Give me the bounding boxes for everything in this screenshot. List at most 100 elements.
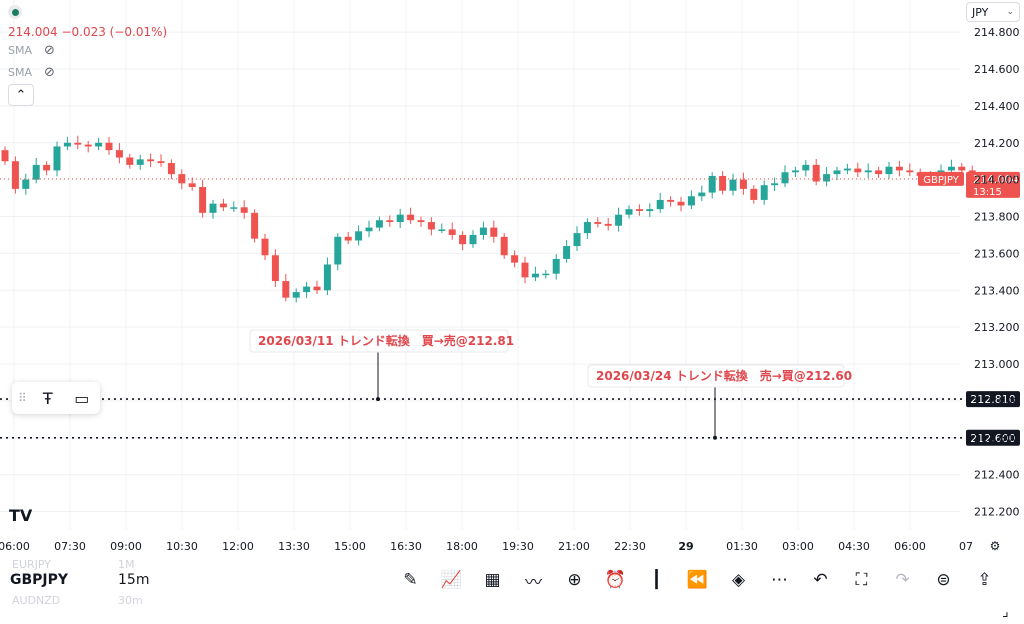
legend-price-line: 214.004 −0.023 (−0.01%) bbox=[8, 25, 167, 39]
eye-off-icon[interactable]: ⊘ bbox=[44, 64, 55, 80]
candle-body bbox=[355, 231, 363, 241]
chart-grid bbox=[0, 0, 960, 530]
chevron-up-icon: ⌃ bbox=[15, 87, 27, 103]
symbol-badge-label: GBPJPY bbox=[923, 175, 959, 186]
candles-icon[interactable]: ┃ bbox=[651, 570, 662, 590]
candle-body bbox=[802, 164, 810, 171]
time-tick-label: 18:00 bbox=[446, 540, 478, 553]
candle-body bbox=[635, 209, 643, 211]
candle-body bbox=[407, 214, 415, 221]
price-tick-label: 212.200 bbox=[974, 506, 1020, 519]
candle-body bbox=[615, 214, 623, 226]
candle-body bbox=[313, 286, 321, 291]
candle-body bbox=[292, 292, 300, 298]
tools-row: ✎ 📈 ▦ 〰 ⊕ ⏰ ┃ ⏪ ◈ ⋯ ↶ ⛶ ↷ ⊜ ⇪ bbox=[390, 566, 1005, 594]
redo-icon[interactable]: ↷ bbox=[895, 570, 910, 590]
faded-timeframe: 30m bbox=[118, 594, 143, 607]
comment-icon[interactable]: ▭ bbox=[74, 388, 90, 408]
candle-body bbox=[646, 209, 654, 211]
chart-legend: 214.004 −0.023 (−0.01%) SMA ⊘ SMA ⊘ bbox=[8, 2, 167, 83]
candle-body bbox=[53, 146, 61, 171]
faded-timeframe: 1M bbox=[118, 558, 135, 571]
time-tick-label: 07 bbox=[959, 540, 973, 553]
candle-body bbox=[781, 172, 789, 184]
currency-select[interactable]: JPY ⌄ bbox=[966, 2, 1020, 22]
candle-body bbox=[667, 199, 675, 202]
time-tick-label: 15:00 bbox=[334, 540, 366, 553]
price-tick-label: 214.000 bbox=[974, 174, 1020, 187]
candle-body bbox=[219, 203, 227, 208]
time-tick-label: 06:00 bbox=[0, 540, 30, 553]
candle-body bbox=[271, 255, 279, 282]
timeframe-selector[interactable]: 15m bbox=[118, 572, 150, 588]
candle-body bbox=[791, 170, 799, 173]
indicator-row[interactable]: SMA ⊘ bbox=[8, 61, 167, 83]
candle-body bbox=[875, 170, 883, 175]
time-tick-label: 21:00 bbox=[558, 540, 590, 553]
price-tick-label: 214.200 bbox=[974, 137, 1020, 150]
candle-body bbox=[677, 201, 685, 206]
legend-change: −0.023 (−0.01%) bbox=[61, 25, 168, 39]
candle-body bbox=[469, 234, 477, 245]
candle-body bbox=[282, 281, 290, 298]
drag-handle-icon[interactable]: ⠿ bbox=[18, 391, 27, 405]
candle-body bbox=[459, 234, 467, 245]
hline-price-badge bbox=[966, 391, 1020, 408]
eye-off-icon[interactable]: ⊘ bbox=[44, 42, 55, 58]
object-tree-icon[interactable]: ⊜ bbox=[936, 570, 951, 590]
price-tick-label: 212.400 bbox=[974, 469, 1020, 482]
collapse-legend-button[interactable]: ⌃ bbox=[8, 84, 34, 106]
indicator-row[interactable]: SMA ⊘ bbox=[8, 39, 167, 61]
share-icon[interactable]: ⇪ bbox=[977, 570, 992, 590]
candle-body bbox=[500, 236, 508, 256]
replay-icon[interactable]: ⏪ bbox=[686, 570, 709, 590]
callout-anchor bbox=[376, 397, 380, 402]
callout-text: 2026/03/11 トレンド転換 買→売@212.81 bbox=[258, 333, 514, 348]
undo-icon[interactable]: ↶ bbox=[813, 570, 828, 590]
candle-body bbox=[750, 188, 758, 200]
indicators-icon[interactable]: 📈 bbox=[440, 570, 463, 590]
tradingview-logo: TV bbox=[9, 506, 33, 525]
candle-body bbox=[604, 223, 612, 226]
candle-body bbox=[479, 227, 487, 235]
time-tick-label: 13:30 bbox=[278, 540, 310, 553]
layers-icon[interactable]: ◈ bbox=[731, 570, 746, 590]
currency-label: JPY bbox=[972, 5, 989, 19]
candle-body bbox=[115, 150, 123, 158]
price-tick-label: 214.800 bbox=[974, 26, 1020, 39]
candle-body bbox=[334, 236, 342, 265]
symbol-selector[interactable]: GBPJPY bbox=[10, 572, 69, 588]
candle-body bbox=[157, 161, 165, 164]
more-icon[interactable]: ⋯ bbox=[771, 570, 788, 590]
bottom-toolbar: EURJPY GBPJPY AUDNZD 1M 15m 30m ✎ 📈 ▦ 〰 … bbox=[0, 556, 1024, 624]
compare-icon[interactable]: 〰 bbox=[525, 572, 542, 593]
candle-body bbox=[594, 222, 602, 224]
price-tick-label: 214.600 bbox=[974, 63, 1020, 76]
candle-body bbox=[365, 227, 373, 232]
candle-body bbox=[126, 157, 134, 165]
floating-drawing-toolbar: ⠿ Ŧ ▭ bbox=[12, 382, 100, 414]
candle-body bbox=[719, 175, 727, 191]
candle-body bbox=[521, 262, 529, 278]
text-tool-icon[interactable]: Ŧ bbox=[42, 388, 53, 408]
candle-body bbox=[625, 209, 633, 215]
time-tick-label: 06:00 bbox=[894, 540, 926, 553]
candle-body bbox=[552, 258, 560, 274]
price-tick-label: 213.400 bbox=[974, 284, 1020, 297]
candle-body bbox=[199, 187, 207, 213]
faded-symbol: EURJPY bbox=[12, 558, 51, 571]
alert-clock-icon[interactable]: ⏰ bbox=[604, 570, 627, 590]
candle-body bbox=[708, 175, 716, 193]
add-icon[interactable]: ⊕ bbox=[567, 570, 582, 590]
fullscreen-icon[interactable]: ⛶ bbox=[855, 570, 868, 590]
candle-body bbox=[167, 163, 175, 175]
candle-body bbox=[396, 214, 404, 223]
candle-body bbox=[511, 255, 519, 263]
templates-icon[interactable]: ▦ bbox=[484, 570, 501, 590]
time-tick-label: 04:30 bbox=[838, 540, 870, 553]
candle-body bbox=[178, 174, 186, 184]
pen-icon[interactable]: ✎ bbox=[403, 570, 418, 590]
price-tick-label: 214.400 bbox=[974, 100, 1020, 113]
candles-layer bbox=[1, 135, 976, 303]
